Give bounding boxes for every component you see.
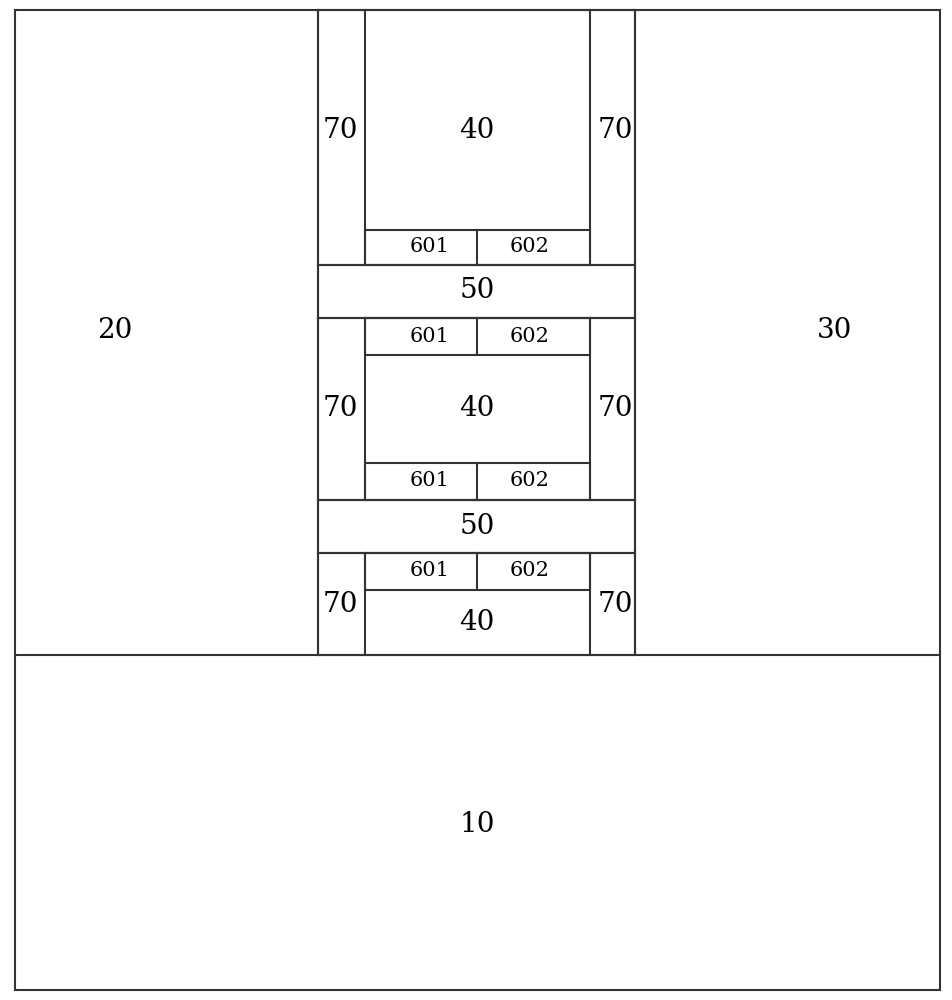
Bar <box>318 10 634 265</box>
Text: 602: 602 <box>509 237 549 256</box>
Text: 40: 40 <box>459 395 494 422</box>
Bar <box>365 553 589 590</box>
Text: 602: 602 <box>509 326 549 346</box>
Text: 40: 40 <box>459 608 494 636</box>
Text: 20: 20 <box>97 316 132 344</box>
Bar <box>318 318 634 500</box>
Bar <box>318 500 634 553</box>
Text: 30: 30 <box>817 316 852 344</box>
Bar <box>365 463 589 500</box>
Bar <box>318 265 634 318</box>
Text: 40: 40 <box>459 116 494 143</box>
Text: 70: 70 <box>597 590 632 617</box>
Text: 601: 601 <box>409 562 449 580</box>
Text: 70: 70 <box>322 590 357 617</box>
Bar <box>365 318 589 355</box>
Text: 602: 602 <box>509 562 549 580</box>
Text: 601: 601 <box>409 237 449 256</box>
Text: 601: 601 <box>409 326 449 346</box>
Text: 70: 70 <box>597 395 632 422</box>
Text: 50: 50 <box>459 512 494 540</box>
Text: 70: 70 <box>322 395 357 422</box>
Text: 601: 601 <box>409 472 449 490</box>
Text: 70: 70 <box>597 116 632 143</box>
Text: 602: 602 <box>509 472 549 490</box>
Text: 10: 10 <box>459 812 494 838</box>
Text: 50: 50 <box>459 277 494 304</box>
Text: 70: 70 <box>322 116 357 143</box>
Bar <box>365 230 589 265</box>
Bar <box>318 553 634 655</box>
